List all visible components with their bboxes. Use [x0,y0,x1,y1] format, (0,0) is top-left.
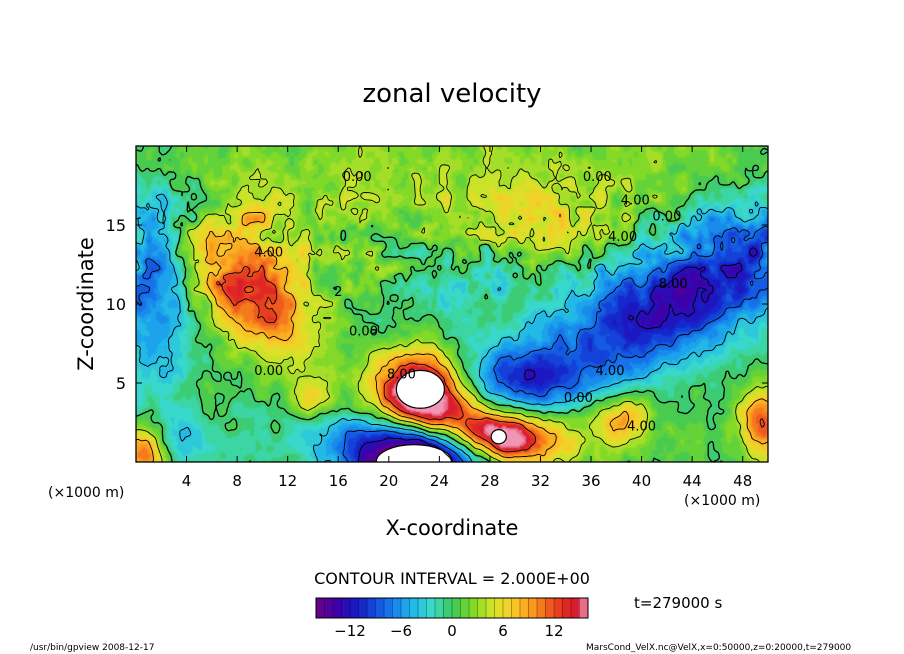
velocity-field [136,146,768,462]
footer-right: MarsCond_VelX.nc@VelX,x=0:50000,z=0:2000… [586,643,851,653]
contour-label: 0.00 [652,209,681,224]
contour-label: 4.00 [254,246,283,261]
x-tick-label: 32 [531,472,550,490]
x-tick-label: 48 [733,472,752,490]
x-tick-label: 28 [480,472,499,490]
y-tick-label: 15 [106,216,126,235]
y-axis-label: Z-coordinate [74,237,98,371]
y-tick-label: 5 [116,374,126,393]
contour-lines [136,146,768,462]
contour-label: 0.00 [583,170,612,185]
x-axis: 4 8 12 16 20 24 28 32 36 40 44 48 [182,146,752,490]
y-tick-label: 10 [106,295,126,314]
contour-interval-text: CONTOUR INTERVAL = 2.000E+00 [314,569,590,588]
x-tick-label: 44 [683,472,702,490]
y-axis: 5 10 15 [106,216,768,393]
time-stamp: t=279000 s [634,594,722,612]
contour-label: 0.00 [564,391,593,406]
colorbar-tick-label: 12 [544,622,563,640]
x-axis-label: X-coordinate [386,516,519,540]
contour-label: 4.00 [596,364,625,379]
x-tick-label: 36 [581,472,600,490]
contour-label: 0.00 [349,325,378,340]
colorbar-tick-label: 0 [447,622,457,640]
contour-label: 4.00 [621,193,650,208]
contour-label: 8.00 [387,367,416,382]
contour-label: 4.00 [627,419,656,434]
x-tick-label: 4 [182,472,192,490]
contour-line [136,226,768,462]
contour-label: 0.00 [254,364,283,379]
footer-left: /usr/bin/gpview 2008-12-17 [30,643,154,653]
x-tick-label: 20 [379,472,398,490]
x-tick-label: 40 [632,472,651,490]
saturated-region [395,369,446,409]
x-tick-label: 8 [232,472,242,490]
saturated-region [490,429,507,445]
colorbar-ticks: −12 −6 0 6 12 [324,598,580,640]
x-tick-label: 16 [329,472,348,490]
colorbar-tick-label: −6 [390,622,412,640]
contour-label: 2 [334,285,342,300]
contour-line [358,247,758,462]
x-tick-label: 12 [278,472,297,490]
contour-line [136,211,768,462]
x-unit-right: (×1000 m) [684,493,760,509]
contour-line [136,146,768,462]
contour-line [136,146,768,462]
contour-line [216,265,765,453]
contour-label: 8.00 [659,277,688,292]
x-tick-label: 24 [430,472,449,490]
colorbar-tick-label: 6 [498,622,508,640]
contour-label: 4.00 [608,230,637,245]
contour-line [136,193,768,462]
x-unit-left: (×1000 m) [48,485,124,501]
contour-label: 0.00 [343,170,372,185]
colorbar-tick-label: −12 [334,622,366,640]
chart-title: zonal velocity [362,79,541,109]
colorbar: −12 −6 0 6 12 [315,597,589,640]
